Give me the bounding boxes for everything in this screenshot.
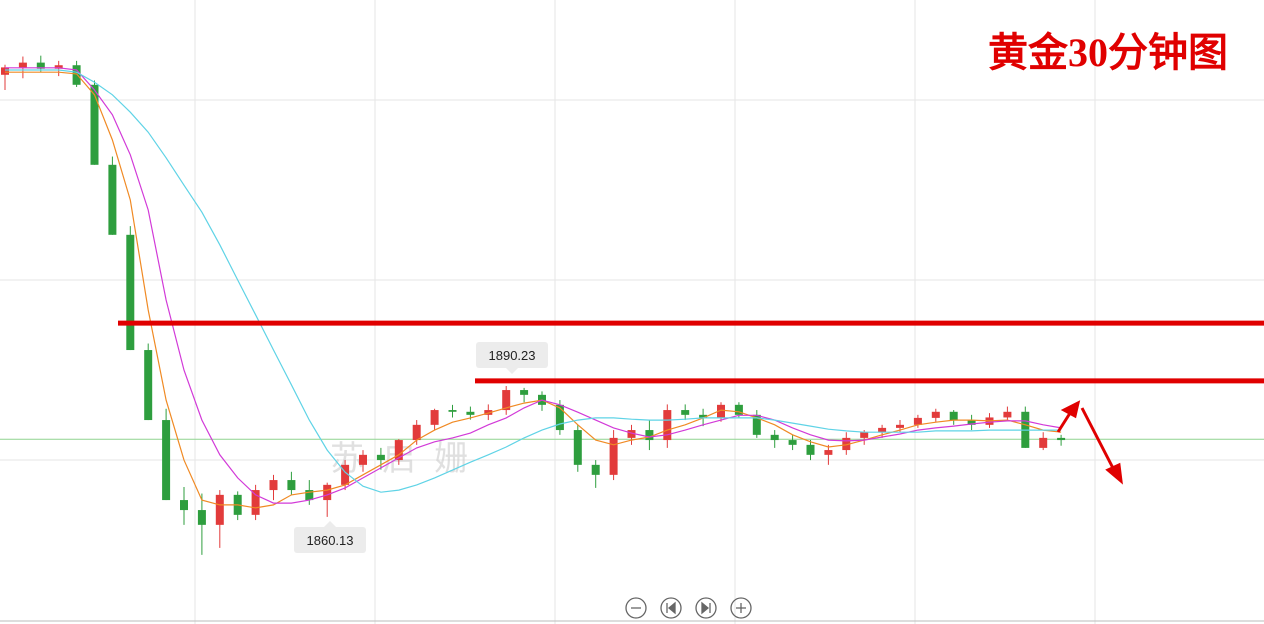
plot: 1890.23 1860.13 [0,55,1264,555]
candle-body [770,434,779,441]
candle-body [824,450,833,455]
candle-body [967,420,976,425]
moving-average-line [5,69,1062,493]
moving-average-line [5,67,1062,504]
candle-body [162,420,171,501]
price-tag: 1860.13 [307,533,354,548]
candle-body [913,417,922,425]
candle-body [591,464,600,475]
candle-body [448,410,457,412]
candle-body [502,390,511,411]
candle-body [430,410,439,425]
candle-body [896,424,904,428]
candle-body [72,65,81,85]
candle-body [681,410,690,415]
price-tag-box [476,342,548,368]
price-tag: 1890.23 [489,348,536,363]
nav-buttons [625,597,752,619]
candle-body [54,65,63,69]
candle-body [555,404,564,431]
candle-body [949,411,958,421]
candle-body [305,490,314,501]
candle-body [717,404,725,418]
candle-body [269,480,278,491]
candle-body [18,62,27,68]
zoom-out-button[interactable] [625,597,647,619]
candle-body [1039,437,1048,448]
candle-body [806,444,815,455]
candle-body [1003,411,1012,418]
candle-body [520,390,529,395]
candle-body [412,424,421,441]
candle-body [788,440,797,445]
candle-body [394,440,403,461]
candle-body [663,410,672,441]
arrow-up-head [1060,400,1081,419]
candle-body [627,430,636,438]
candle-body [180,500,188,511]
chart-title: 黄金30分钟图 [988,30,1228,75]
candle-body [251,490,260,515]
candle-body [376,454,385,461]
candle-body [860,432,869,438]
watermark: 苏启姗 [330,439,486,479]
zoom-in-button[interactable] [730,597,752,619]
candle-body [609,437,618,475]
candle-body [573,430,582,465]
candle-body [359,454,367,465]
prev-button[interactable] [660,597,682,619]
candle-body [752,414,761,435]
next-button[interactable] [695,597,717,619]
candle-body [197,510,206,525]
candle-body [144,350,153,421]
candle-body [323,484,332,501]
candle-body [36,62,45,69]
candle-body [699,414,708,418]
candle-body [734,404,743,415]
candle-body [1,67,9,75]
moving-average-line [5,71,1062,509]
candle-body [341,464,350,485]
candle-body [466,411,475,415]
candle-body [1057,437,1066,441]
candle-body [645,430,654,441]
price-tag-pointer [324,521,336,527]
candle-body [931,411,940,418]
arrow-down [1080,407,1117,473]
arrows [1056,400,1123,485]
price-tag-pointer [506,368,518,374]
candle-body [90,84,99,165]
candle-body [108,164,117,235]
price-tag-box [294,527,366,553]
candle-body [484,410,493,415]
candle-body [878,427,887,433]
candle-body [842,437,851,451]
candle-body [287,480,296,491]
candle-body [215,494,224,525]
arrow-down-head [1105,462,1123,485]
candle-body [126,234,135,351]
